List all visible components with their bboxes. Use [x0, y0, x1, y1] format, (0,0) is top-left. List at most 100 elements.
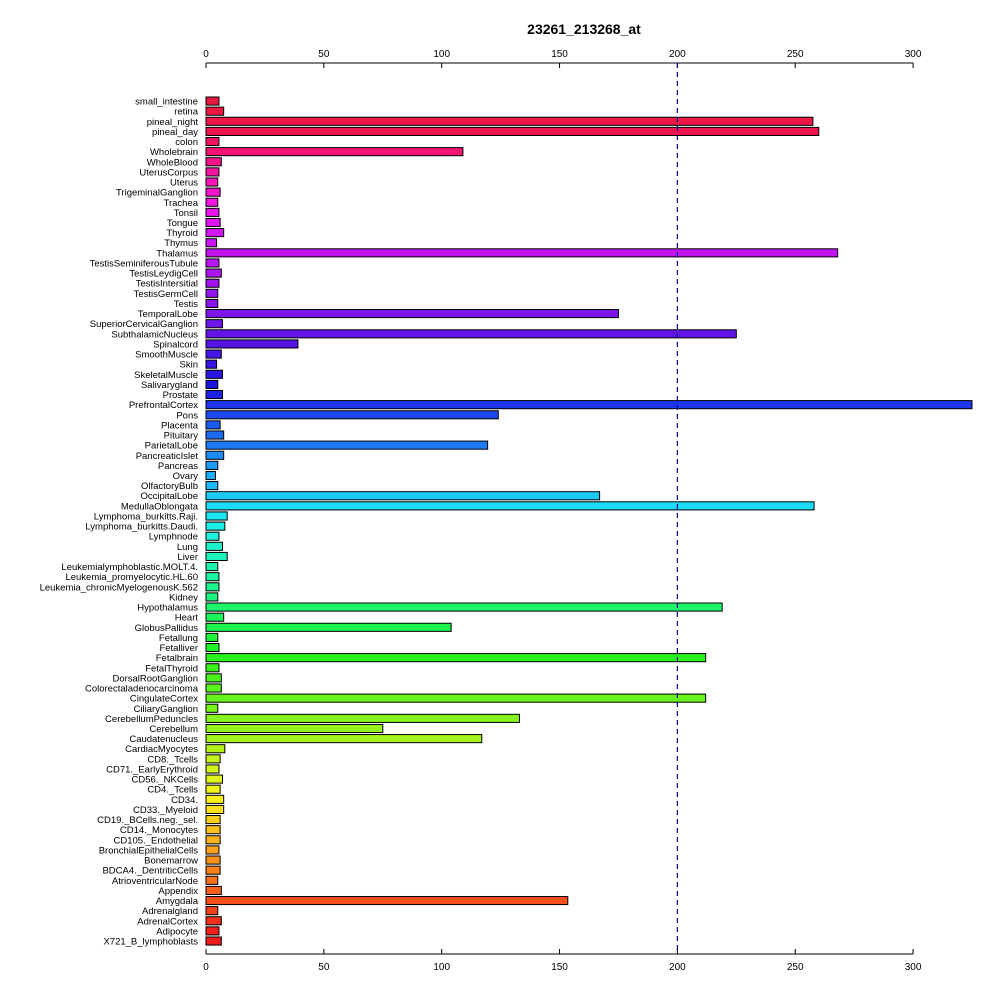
bar: [205, 582, 220, 592]
category-label: Fetalliver: [159, 643, 198, 654]
category-label: Bonemarrow: [144, 856, 198, 867]
bar: [205, 389, 223, 400]
category-label: Fetalbrain: [156, 653, 198, 664]
category-label: Tonsil: [174, 208, 198, 219]
category-label: Leukemialymphoblastic.MOLT.4.: [61, 562, 198, 573]
category-label: Lymphnode: [149, 532, 198, 543]
bottom-axis-tick-label: 200: [669, 962, 686, 973]
top-axis-tick-label: 200: [669, 49, 686, 60]
category-label: colon: [175, 137, 198, 148]
bar: [205, 602, 723, 612]
bar: [205, 683, 222, 693]
category-label: DorsalRootGanglion: [112, 673, 198, 684]
bar: [205, 663, 220, 673]
category-label: CardiacMyocytes: [125, 744, 198, 755]
bar: [205, 754, 221, 764]
bar: [205, 197, 219, 207]
bar: [205, 349, 222, 359]
category-label: SubthalamicNucleus: [111, 329, 198, 340]
bar: [205, 906, 219, 916]
category-label: FetalThyroid: [145, 663, 198, 674]
category-label: CiliaryGanglion: [134, 704, 198, 715]
category-label: small_intestine: [135, 97, 198, 108]
top-x-axis: 0 50 100 150 200 250 300: [203, 49, 922, 68]
bar: [205, 278, 220, 288]
category-label: TemporalLobe: [138, 309, 198, 320]
bar: [205, 531, 220, 541]
category-label: Leukemia_promyelocytic.HL.60: [65, 572, 198, 583]
category-label: AdrenalCortex: [137, 916, 198, 927]
bar: [205, 855, 221, 865]
category-label: pineal_day: [152, 127, 198, 138]
bar: [205, 248, 839, 258]
category-label: Skin: [180, 360, 198, 371]
bar: [205, 379, 219, 389]
category-label: Colorectaladenocarcinoma: [85, 684, 199, 695]
bar: [205, 612, 225, 622]
bar: [205, 673, 222, 683]
category-labels-group: small_intestineretinapineal_nightpineal_…: [40, 97, 199, 948]
bar: [205, 501, 815, 511]
category-label: TestisSeminiferousTubule: [90, 258, 198, 269]
bar: [205, 653, 707, 663]
bar: [205, 96, 220, 106]
bar: [205, 470, 216, 481]
bottom-axis-tick-label: 250: [787, 962, 804, 973]
chart-title: 23261_213268_at: [527, 21, 641, 37]
bar: [205, 632, 219, 642]
bar: [205, 329, 737, 339]
bar: [205, 895, 569, 906]
category-label: Ovary: [173, 471, 199, 482]
top-axis-tick-label: 250: [787, 49, 804, 60]
category-label: CD4._Tcells: [147, 785, 198, 796]
bar: [205, 703, 219, 713]
category-label: retina: [174, 107, 198, 118]
category-label: OccipitalLobe: [140, 491, 198, 502]
bottom-axis-tick-label: 0: [203, 962, 209, 973]
bar: [205, 885, 222, 895]
bar: [205, 268, 222, 278]
category-label: TestisIntersitial: [136, 279, 198, 290]
category-label: UterusCorpus: [139, 167, 198, 178]
category-label: Thalamus: [156, 248, 198, 259]
category-label: CD33._Myeloid: [133, 805, 198, 816]
category-label: Liver: [177, 552, 198, 563]
category-label: X721_B_lymphoblasts: [103, 937, 198, 948]
bar: [205, 298, 219, 309]
bar: [205, 207, 220, 217]
category-label: Fetallung: [159, 633, 198, 644]
bar: [205, 815, 221, 825]
bar: [205, 410, 499, 420]
category-label: SkeletalMuscle: [134, 370, 198, 381]
bottom-axis-tick-label: 100: [433, 962, 450, 973]
category-label: CD8._Tcells: [147, 754, 198, 765]
bar: [205, 835, 221, 845]
category-label: AtrioventricularNode: [112, 876, 198, 887]
bar: [205, 804, 225, 815]
category-label: Amygdala: [156, 896, 199, 907]
bar: [205, 572, 220, 582]
category-label: CerebellumPeduncles: [105, 714, 198, 725]
category-label: WholeBlood: [147, 157, 198, 168]
bar: [205, 136, 220, 147]
category-label: Trachea: [164, 198, 199, 209]
category-label: Adrenalgland: [142, 906, 198, 917]
bar: [205, 734, 483, 744]
bar: [205, 845, 220, 855]
category-label: Uterus: [170, 178, 198, 189]
category-label: OlfactoryBulb: [141, 481, 198, 492]
bar: [205, 450, 225, 460]
category-label: CD56._NKCells: [131, 775, 198, 786]
category-label: TestisLeydigCell: [129, 269, 198, 280]
bar: [205, 926, 220, 936]
bar: [205, 723, 384, 734]
category-label: CD105._Endothelial: [113, 835, 198, 846]
bar: [205, 319, 223, 329]
category-label: BDCA4._DentriticCells: [102, 866, 198, 877]
category-label: Kidney: [169, 592, 198, 603]
bar: [205, 147, 464, 157]
bottom-axis-tick-label: 300: [905, 962, 922, 973]
bar: [205, 369, 223, 379]
bar: [205, 177, 219, 187]
